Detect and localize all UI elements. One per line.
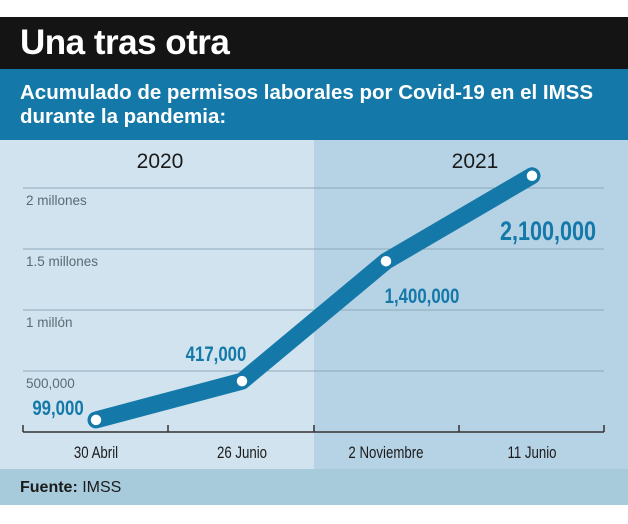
data-point xyxy=(379,254,393,268)
year-label: 2021 xyxy=(452,150,499,173)
data-label: 417,000 xyxy=(186,343,247,366)
chart-title: Una tras otra xyxy=(20,23,230,62)
data-label: 2,100,000 xyxy=(500,217,596,247)
y-tick-label: 1 millón xyxy=(26,315,73,330)
subtitle-bar: Acumulado de permisos laborales por Covi… xyxy=(0,69,628,140)
chart-subtitle: Acumulado de permisos laborales por Covi… xyxy=(20,81,594,128)
title-bar: Una tras otra xyxy=(0,17,628,69)
x-tick-label: 2 Noviembre xyxy=(348,444,423,463)
year-label: 2020 xyxy=(137,150,184,173)
y-tick-label: 500,000 xyxy=(26,376,75,391)
series-line xyxy=(87,167,541,429)
source-value: IMSS xyxy=(82,479,122,496)
y-tick-label: 1.5 millones xyxy=(26,254,98,269)
data-point xyxy=(89,413,103,427)
data-point xyxy=(235,374,249,388)
data-label: 1,400,000 xyxy=(385,285,460,308)
source-label: Fuente: xyxy=(20,479,78,496)
panel-2020 xyxy=(0,140,314,469)
y-tick-label: 2 millones xyxy=(26,193,87,208)
x-tick-label: 26 Junio xyxy=(217,444,267,463)
panel-2021 xyxy=(314,140,628,469)
footer: Fuente: IMSS xyxy=(0,469,628,505)
data-label: 99,000 xyxy=(32,397,83,420)
source-note: Fuente: IMSS xyxy=(20,479,121,497)
x-tick-label: 11 Junio xyxy=(507,444,556,463)
data-point xyxy=(525,169,539,183)
line-chart: 2020 2021 500,000 1 millón 1.5 millones 2 mil… xyxy=(0,140,628,469)
x-tick-label: 30 Abril xyxy=(74,444,118,463)
